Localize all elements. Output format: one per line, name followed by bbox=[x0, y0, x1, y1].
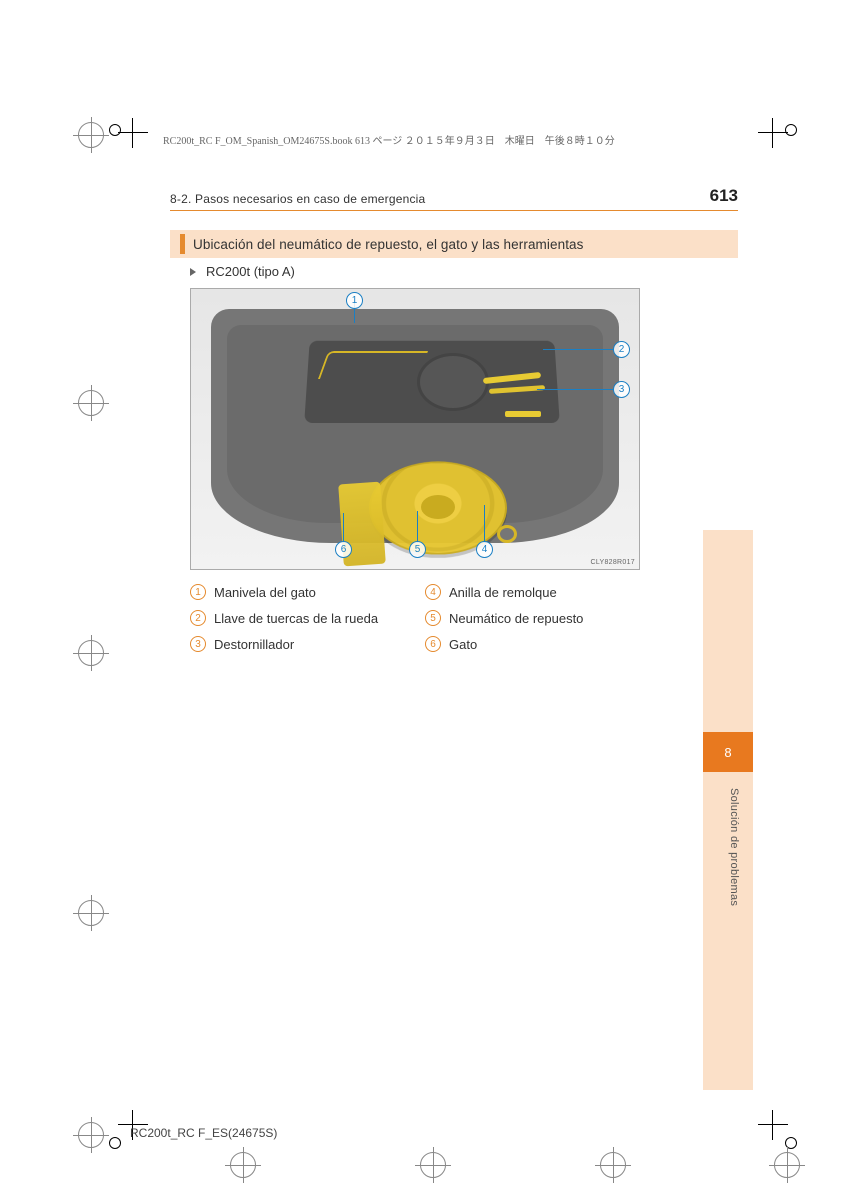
title-text: Ubicación del neumático de repuesto, el … bbox=[193, 237, 584, 252]
legend-text: Anilla de remolque bbox=[449, 585, 557, 600]
registration-target bbox=[600, 1152, 626, 1178]
crop-circle bbox=[109, 124, 121, 136]
legend-text: Gato bbox=[449, 637, 477, 652]
legend: 1 Manivela del gato 4 Anilla de remolque 2… bbox=[190, 584, 650, 652]
crop-mark bbox=[118, 118, 148, 148]
chapter-label: Solución de problemas bbox=[728, 788, 740, 906]
chapter-tab: 8 bbox=[703, 732, 753, 772]
trunk-diagram: 1 2 3 4 5 6 CLY828R017 bbox=[190, 288, 640, 570]
legend-text: Destornillador bbox=[214, 637, 294, 652]
legend-text: Neumático de repuesto bbox=[449, 611, 583, 626]
callout-lead bbox=[484, 505, 485, 543]
callout-lead bbox=[343, 513, 344, 543]
legend-number: 2 bbox=[190, 610, 206, 626]
legend-item: 3 Destornillador bbox=[190, 636, 415, 652]
subwoofer bbox=[417, 353, 489, 411]
legend-number: 1 bbox=[190, 584, 206, 600]
registration-target bbox=[230, 1152, 256, 1178]
callout-lead bbox=[543, 349, 613, 350]
section-header: 8-2. Pasos necesarios en caso de emergen… bbox=[170, 186, 738, 211]
header-meta: RC200t_RC F_OM_Spanish_OM24675S.book 613… bbox=[163, 132, 766, 147]
callout-lead bbox=[417, 511, 418, 543]
legend-item: 4 Anilla de remolque bbox=[425, 584, 650, 600]
registration-target bbox=[78, 1122, 104, 1148]
trunk-inner bbox=[227, 325, 603, 523]
registration-target bbox=[78, 900, 104, 926]
spare-tire-hub bbox=[421, 495, 455, 519]
callout-4: 4 bbox=[476, 541, 493, 558]
registration-target bbox=[420, 1152, 446, 1178]
title-accent bbox=[180, 234, 185, 254]
callout-6: 6 bbox=[335, 541, 352, 558]
section-label: 8-2. Pasos necesarios en caso de emergen… bbox=[170, 192, 425, 206]
triangle-bullet-icon bbox=[190, 268, 196, 276]
subtitle-text: RC200t (tipo A) bbox=[206, 264, 295, 279]
legend-item: 5 Neumático de repuesto bbox=[425, 610, 650, 626]
legend-text: Llave de tuercas de la rueda bbox=[214, 611, 378, 626]
legend-item: 2 Llave de tuercas de la rueda bbox=[190, 610, 415, 626]
registration-target bbox=[78, 640, 104, 666]
registration-target bbox=[78, 122, 104, 148]
jack-handle bbox=[318, 351, 428, 379]
tow-ring bbox=[497, 525, 517, 543]
legend-item: 1 Manivela del gato bbox=[190, 584, 415, 600]
legend-number: 4 bbox=[425, 584, 441, 600]
registration-target bbox=[774, 1152, 800, 1178]
callout-lead bbox=[537, 389, 613, 390]
callout-2: 2 bbox=[613, 341, 630, 358]
callout-3: 3 bbox=[613, 381, 630, 398]
screwdriver-tool bbox=[505, 411, 541, 417]
legend-text: Manivela del gato bbox=[214, 585, 316, 600]
footer-text: RC200t_RC F_ES(24675S) bbox=[130, 1126, 277, 1140]
trunk-outline bbox=[211, 309, 619, 543]
callout-1: 1 bbox=[346, 292, 363, 309]
page-number: 613 bbox=[710, 186, 738, 206]
legend-item: 6 Gato bbox=[425, 636, 650, 652]
crop-circle bbox=[109, 1137, 121, 1149]
title-bar: Ubicación del neumático de repuesto, el … bbox=[170, 230, 738, 258]
callout-5: 5 bbox=[409, 541, 426, 558]
image-code: CLY828R017 bbox=[590, 559, 635, 566]
legend-number: 5 bbox=[425, 610, 441, 626]
crop-circle bbox=[785, 124, 797, 136]
model-subtitle: RC200t (tipo A) bbox=[190, 264, 295, 279]
legend-number: 6 bbox=[425, 636, 441, 652]
crop-mark bbox=[758, 1110, 788, 1140]
legend-number: 3 bbox=[190, 636, 206, 652]
registration-target bbox=[78, 390, 104, 416]
